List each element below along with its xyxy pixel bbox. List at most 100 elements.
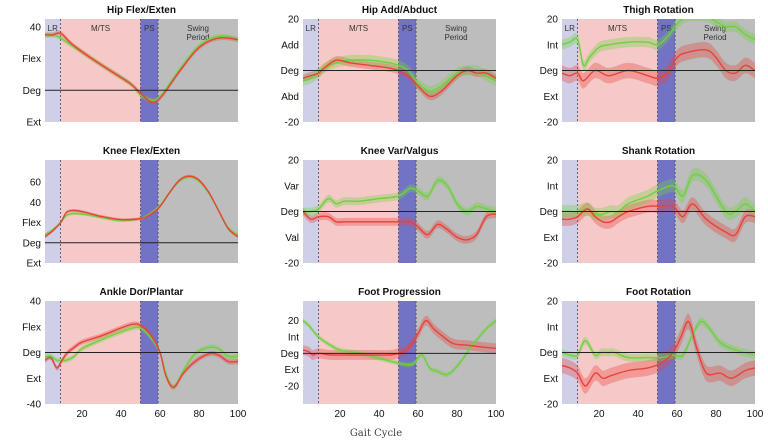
phase-band-lr [45,19,61,122]
phase-label-lr: LR [306,24,316,33]
y-tick-label: Deg [540,66,558,77]
phase-label-swing-period: Swing [187,24,209,33]
x-tick-label: 100 [488,409,505,420]
y-tick-label: Flex [22,322,41,333]
y-tick-label: Add [281,40,299,51]
y-tick-label: Ext [27,374,42,385]
phase-band-m-ts [60,160,141,263]
phase-label-swing-period: Swing [445,24,467,33]
phase-band-lr [45,160,61,263]
y-tick-label: Ext [544,233,559,244]
phase-band-m-ts [60,19,141,122]
y-tick-label: 40 [30,22,42,33]
panel-title: Foot Progression [358,287,441,298]
y-tick-label: 20 [547,156,559,167]
series-band-green [45,324,238,390]
series-line-red [562,203,755,237]
x-tick-label: 20 [76,409,88,420]
phase-band-swing-period [416,301,496,404]
phase-band-swing-period [158,160,238,263]
y-tick-label: Var [284,181,299,192]
series-line-red [303,211,496,241]
series-line-red [45,175,238,238]
x-tick-label: 100 [747,409,764,420]
series-band-red [562,41,755,89]
y-tick-label: Deg [540,207,558,218]
series-band-red [303,207,496,244]
y-tick-label: 20 [547,15,559,26]
y-tick-label: 40 [30,198,42,209]
y-tick-label: 20 [288,15,300,26]
y-tick-label: -20 [544,400,559,411]
y-tick-label: Ext [27,259,42,270]
x-tick-label: 40 [373,409,385,420]
y-tick-label: Deg [23,86,41,97]
x-tick-label: 20 [334,409,346,420]
y-tick-label: Val [285,233,299,244]
panel-title: Hip Add/Abduct [362,5,438,16]
panel-title: Thigh Rotation [623,5,694,16]
panel-title: Hip Flex/Exten [107,5,176,16]
x-tick-label: 40 [115,409,127,420]
series-line-red [45,323,238,388]
y-tick-label: -20 [285,259,300,270]
x-tick-label: 100 [230,409,247,420]
y-tick-label: Int [547,322,558,333]
x-tick-label: 60 [671,409,683,420]
series-band-green [562,317,755,362]
y-tick-label: Ext [544,92,559,103]
y-tick-label: Ext [285,365,300,376]
phase-band-ps [140,19,159,122]
phase-label-swing-period: Period [186,33,209,42]
phase-band-ps [398,301,417,404]
phase-label-m-ts: M/TS [349,24,368,33]
y-tick-label: 20 [288,156,300,167]
x-tick-label: 20 [593,409,605,420]
panel-knee-var-valgus: Knee Var/Valgus 20 Var Deg Val -20 [281,146,496,270]
y-tick-label: Deg [281,66,299,77]
x-axis-label: Gait Cycle [350,428,402,439]
y-tick-label: -20 [544,259,559,270]
phase-label-lr: LR [48,24,58,33]
series-line-green [562,320,755,359]
phase-label-m-ts: M/TS [608,24,627,33]
panel-shank-rotation: Shank Rotation 20 Int Deg Ext -20 [540,146,755,270]
panel-title: Knee Var/Valgus [361,146,439,157]
x-tick-label: 60 [412,409,424,420]
series-band-green [303,318,496,378]
x-tick-label: 60 [154,409,166,420]
y-tick-label: Int [547,181,558,192]
y-tick-label: Deg [23,238,41,249]
phase-label-ps: PS [661,24,672,33]
series-line-green [562,19,755,67]
y-tick-label: 60 [30,178,42,189]
series-band-green [45,32,238,103]
x-tick-label: 80 [710,409,722,420]
y-tick-label: 40 [30,297,42,308]
y-tick-label: Int [288,332,299,343]
phase-label-swing-period: Period [444,33,467,42]
panel-title: Ankle Dor/Plantar [100,287,184,298]
x-tick-label: 80 [193,409,205,420]
phase-label-ps: PS [402,24,413,33]
y-tick-label: Int [547,40,558,51]
panel-title: Knee Flex/Exten [103,146,180,157]
panel-title: Foot Rotation [626,287,691,298]
y-tick-label: Flex [22,218,41,229]
panel-knee-flex-exten: Knee Flex/Exten 60 40 Flex Deg Ext [22,146,238,270]
panel-foot-progression: Foot Progression 20 Int Deg Ext -20 20 40 60 80 10… [281,287,505,420]
series-line-red [562,49,755,82]
x-tick-label: 40 [632,409,644,420]
y-tick-label: Deg [540,348,558,359]
y-tick-label: Deg [23,348,41,359]
phase-band-ps [140,160,159,263]
y-tick-label: -20 [285,118,300,129]
y-tick-label: Abd [281,92,299,103]
series-line-green [45,33,238,102]
panel-ankle-dor-plantar: Ankle Dor/Plantar 40 Flex Deg Ext -40 20 40 60 80… [22,287,247,420]
y-tick-label: -40 [27,400,42,411]
